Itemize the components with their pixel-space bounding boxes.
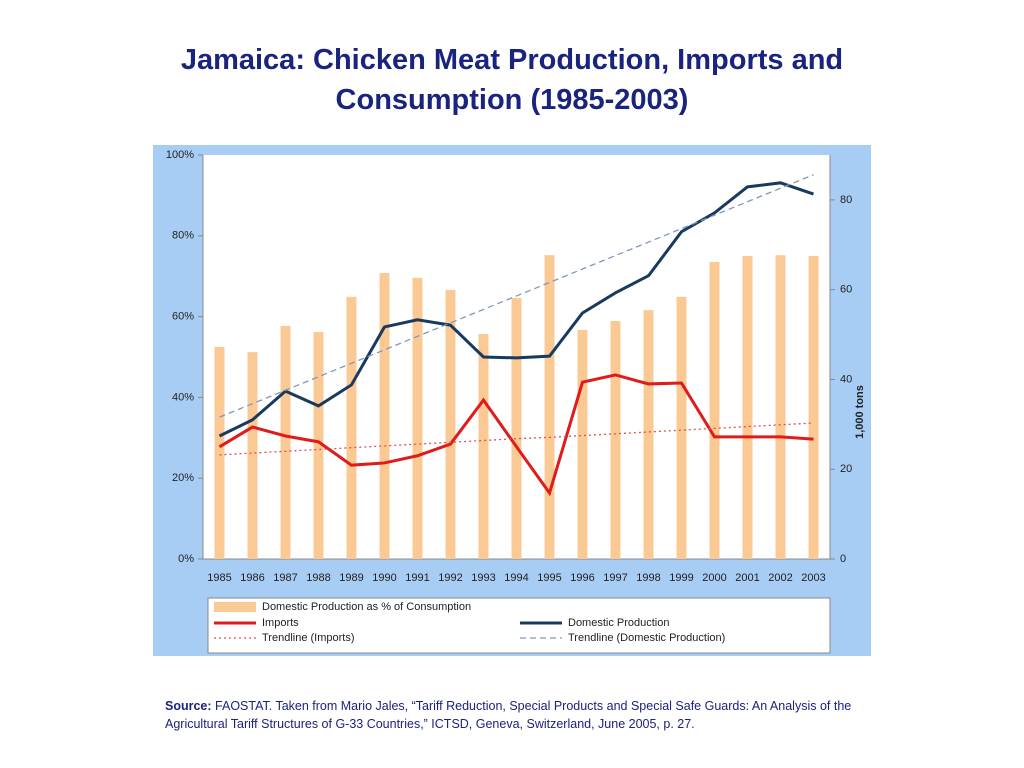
y-tick-label: 80% bbox=[172, 230, 194, 242]
x-tick-label: 1999 bbox=[669, 572, 693, 584]
y2-tick-label: 80 bbox=[840, 194, 852, 206]
source: Source: FAOSTAT. Taken from Mario Jales,… bbox=[165, 697, 885, 733]
bar bbox=[412, 277, 423, 559]
x-tick-label: 1991 bbox=[405, 572, 429, 584]
bar bbox=[346, 296, 357, 559]
y-tick-label: 100% bbox=[166, 149, 194, 161]
y2-tick-label: 20 bbox=[840, 463, 852, 475]
bar bbox=[808, 256, 819, 559]
legend-label: Trendline (Imports) bbox=[262, 632, 355, 644]
bar bbox=[742, 256, 753, 559]
y2-tick-label: 60 bbox=[840, 284, 852, 296]
legend-label: Domestic Production bbox=[568, 617, 670, 629]
x-tick-label: 1998 bbox=[636, 572, 660, 584]
line bbox=[218, 373, 814, 497]
x-tick-label: 1993 bbox=[471, 572, 495, 584]
bar bbox=[676, 296, 687, 559]
x-tick-label: 1992 bbox=[438, 572, 462, 584]
legend-label: Domestic Production as % of Consumption bbox=[262, 601, 471, 613]
legend bbox=[207, 597, 831, 654]
bar bbox=[610, 321, 621, 559]
bar bbox=[280, 325, 291, 559]
legend-label: Imports bbox=[262, 617, 299, 629]
bar bbox=[577, 329, 588, 559]
bar bbox=[511, 298, 522, 559]
x-tick-label: 1986 bbox=[240, 572, 264, 584]
bar bbox=[709, 262, 720, 559]
source-label: Source: bbox=[165, 699, 212, 713]
x-tick-label: 1995 bbox=[537, 572, 561, 584]
source-text: FAOSTAT. Taken from Mario Jales, “Tariff… bbox=[165, 699, 852, 731]
x-tick-label: 2000 bbox=[702, 572, 726, 584]
y2-axis-label: 1,000 tons bbox=[854, 385, 866, 439]
line bbox=[219, 422, 814, 456]
line bbox=[219, 174, 814, 418]
bar bbox=[445, 289, 456, 559]
x-tick-label: 1989 bbox=[339, 572, 363, 584]
bar bbox=[313, 331, 324, 559]
x-tick-label: 1994 bbox=[504, 572, 528, 584]
line bbox=[218, 181, 814, 438]
bar bbox=[214, 346, 225, 559]
y-tick-label: 0% bbox=[178, 553, 194, 565]
bar bbox=[643, 310, 654, 559]
x-tick-label: 1987 bbox=[273, 572, 297, 584]
x-tick-label: 2002 bbox=[768, 572, 792, 584]
bar bbox=[379, 272, 390, 559]
x-tick-label: 2001 bbox=[735, 572, 759, 584]
x-tick-label: 1990 bbox=[372, 572, 396, 584]
x-tick-label: 2003 bbox=[801, 572, 825, 584]
legend-label: Trendline (Domestic Production) bbox=[568, 632, 725, 644]
bar bbox=[478, 333, 489, 559]
bar bbox=[544, 255, 555, 559]
x-tick-label: 1985 bbox=[207, 572, 231, 584]
x-tick-label: 1997 bbox=[603, 572, 627, 584]
x-tick-label: 1988 bbox=[306, 572, 330, 584]
y-tick-label: 60% bbox=[172, 311, 194, 323]
y2-tick-label: 40 bbox=[840, 373, 852, 385]
y-tick-label: 40% bbox=[172, 391, 194, 403]
y-tick-label: 20% bbox=[172, 472, 194, 484]
y2-tick-label: 0 bbox=[840, 553, 846, 565]
legend-swatch bbox=[214, 602, 256, 612]
bar bbox=[775, 255, 786, 559]
chart-title: Jamaica: Chicken Meat Production, Import… bbox=[180, 44, 844, 116]
x-tick-label: 1996 bbox=[570, 572, 594, 584]
bar bbox=[247, 352, 258, 559]
